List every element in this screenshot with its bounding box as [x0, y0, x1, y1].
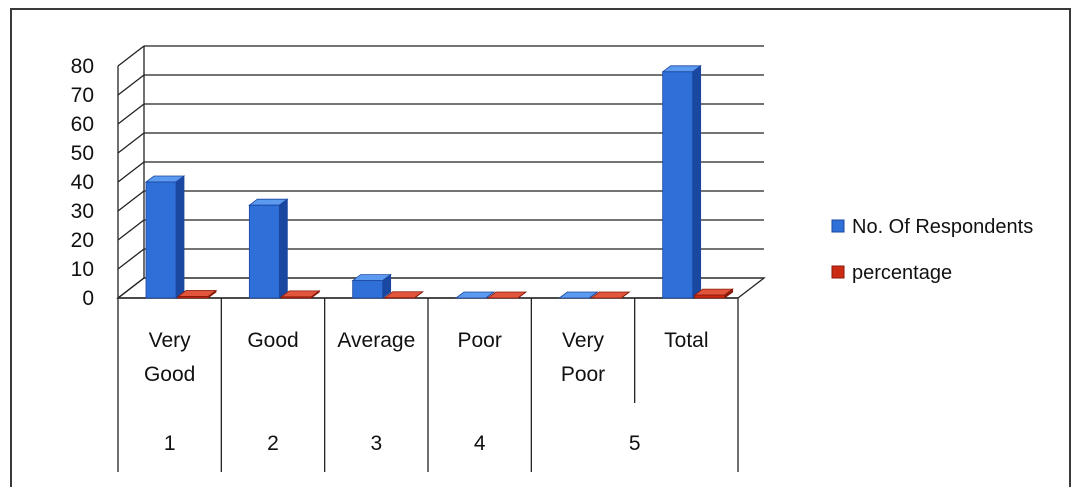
- chart-frame: [10, 8, 1071, 487]
- y-tick-label: 50: [71, 142, 94, 165]
- bar-percentage-side: [621, 291, 630, 299]
- bar-percentage-side: [517, 291, 527, 299]
- y-tick-label: 20: [71, 229, 94, 252]
- category-label: Poor: [561, 363, 605, 386]
- y-tick-label: 30: [71, 200, 94, 223]
- group-label: 3: [370, 432, 382, 455]
- gridline-wall: [117, 190, 145, 212]
- bar-respondents: [454, 291, 496, 299]
- bar-respondents-side: [278, 198, 288, 299]
- bar-respondents-top: [454, 291, 496, 299]
- y-axis-ticks: 0 10 20 30 40 50 60 70 80: [71, 55, 94, 310]
- bar-respondents-front: [145, 181, 177, 299]
- gridline-wall: [117, 248, 145, 270]
- category-label: Poor: [457, 329, 501, 352]
- category-table: Very Good Good Average Poor Very Poor Total 1 2 3 4…: [117, 298, 739, 472]
- bar-respondents: [661, 65, 702, 299]
- bar-percentage: [693, 288, 734, 299]
- bar-respondents-front: [352, 280, 384, 299]
- y-tick-label: 10: [71, 258, 94, 281]
- bar-respondents-side: [485, 291, 495, 299]
- bar-percentage: [590, 291, 631, 299]
- category-label: Very: [149, 329, 192, 352]
- gridline-wall: [117, 74, 145, 96]
- bar-respondents: [248, 198, 289, 299]
- bar-respondents-front: [248, 204, 280, 299]
- bar-respondents: [558, 291, 599, 299]
- bar-respondents: [144, 175, 186, 299]
- y-tick-label: 0: [82, 287, 94, 310]
- gridline-wall: [117, 45, 145, 67]
- legend: No. Of Respondents percentage: [831, 216, 1033, 284]
- bar-percentage: [176, 289, 218, 299]
- bar-percentage-top: [590, 291, 631, 299]
- y-tick-label: 60: [71, 113, 94, 136]
- category-label: Very: [562, 329, 605, 352]
- bar-respondents-side: [175, 175, 185, 299]
- gridline-wall: [117, 219, 145, 241]
- group-label: 5: [629, 432, 641, 455]
- legend-label-respondents: No. Of Respondents: [852, 216, 1033, 238]
- bar-percentage-top: [486, 291, 528, 299]
- bar-percentage-front: [177, 296, 209, 299]
- bar-percentage: [383, 290, 424, 299]
- category-label: Total: [664, 329, 708, 352]
- bar-respondents: [351, 273, 392, 299]
- bar-respondents-top: [558, 291, 599, 299]
- group-label: 1: [164, 432, 176, 455]
- group-label: 4: [474, 432, 486, 455]
- bars: [144, 65, 734, 299]
- gridline-wall: [117, 161, 145, 183]
- legend-label-percentage: percentage: [852, 262, 952, 284]
- bar-respondents-front: [662, 71, 694, 299]
- bar-percentage-front: [694, 294, 726, 299]
- category-label: Average: [337, 329, 415, 352]
- y-tick-label: 80: [71, 55, 94, 78]
- gridline-wall: [117, 103, 145, 125]
- legend-swatch-percentage: [831, 265, 845, 279]
- gridline-wall: [117, 132, 145, 154]
- bar-percentage-front: [280, 296, 312, 299]
- group-label: 2: [267, 432, 279, 455]
- bar-respondents-side: [589, 291, 598, 299]
- y-tick-label: 70: [71, 84, 94, 107]
- category-label: Good: [144, 363, 195, 386]
- bar-percentage: [486, 291, 528, 299]
- bar-respondents-side: [692, 65, 702, 299]
- bar-percentage: [280, 290, 321, 299]
- legend-swatch-respondents: [831, 219, 845, 233]
- category-label: Good: [247, 329, 298, 352]
- y-tick-label: 40: [71, 171, 94, 194]
